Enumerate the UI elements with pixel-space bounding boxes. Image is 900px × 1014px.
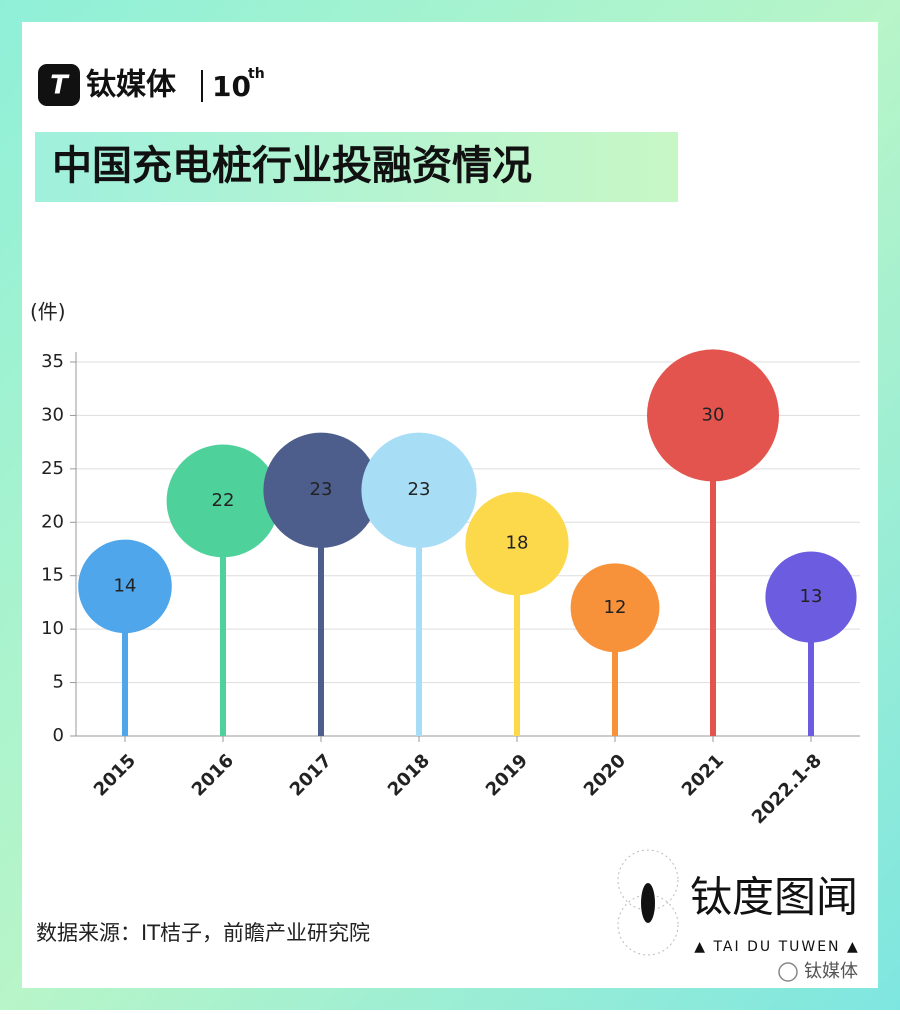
value-label: 23 <box>310 479 333 500</box>
value-label: 23 <box>408 479 431 500</box>
y-tick-label: 10 <box>41 618 64 639</box>
logo-ring <box>617 849 679 911</box>
value-label: 18 <box>506 533 529 554</box>
bubble <box>78 539 172 634</box>
y-tick-label: 20 <box>41 511 64 532</box>
bubble <box>361 432 477 548</box>
bubble <box>765 551 857 643</box>
value-label: 14 <box>114 575 137 596</box>
wechat-icon <box>778 962 798 982</box>
logo-icon <box>38 64 80 106</box>
chart-title: 中国充电桩行业投融资情况 <box>52 143 532 189</box>
value-label: 22 <box>212 490 235 511</box>
y-tick-label: 35 <box>41 351 64 372</box>
value-label: 13 <box>800 586 823 607</box>
bubble <box>647 349 779 482</box>
value-label: 30 <box>702 404 725 425</box>
edition-suffix: th <box>248 66 265 82</box>
bubble <box>263 432 379 548</box>
bubble <box>465 492 569 596</box>
y-tick-label: 30 <box>41 404 64 425</box>
logo-title: 钛度图闻 <box>690 873 858 922</box>
brand: 钛媒体 <box>86 68 177 103</box>
y-tick-label: 25 <box>41 458 64 479</box>
logo-eye <box>641 883 655 923</box>
edition: 10 <box>212 70 251 103</box>
y-tick-label: 5 <box>53 672 64 693</box>
logo-glyph: T <box>50 71 70 101</box>
wechat-account: 钛媒体 <box>804 961 858 982</box>
y-tick-label: 15 <box>41 565 64 586</box>
y-tick-label: 0 <box>53 725 64 746</box>
logo-subtitle: ▲ TAI DU TUWEN ▲ <box>694 939 860 955</box>
title-box <box>35 132 678 202</box>
value-label: 12 <box>604 597 627 618</box>
bubble <box>166 444 280 558</box>
bubble <box>570 563 660 653</box>
y-axis-label: (件) <box>30 300 66 324</box>
source: 数据来源：IT桔子，前瞻产业研究院 <box>36 921 370 945</box>
